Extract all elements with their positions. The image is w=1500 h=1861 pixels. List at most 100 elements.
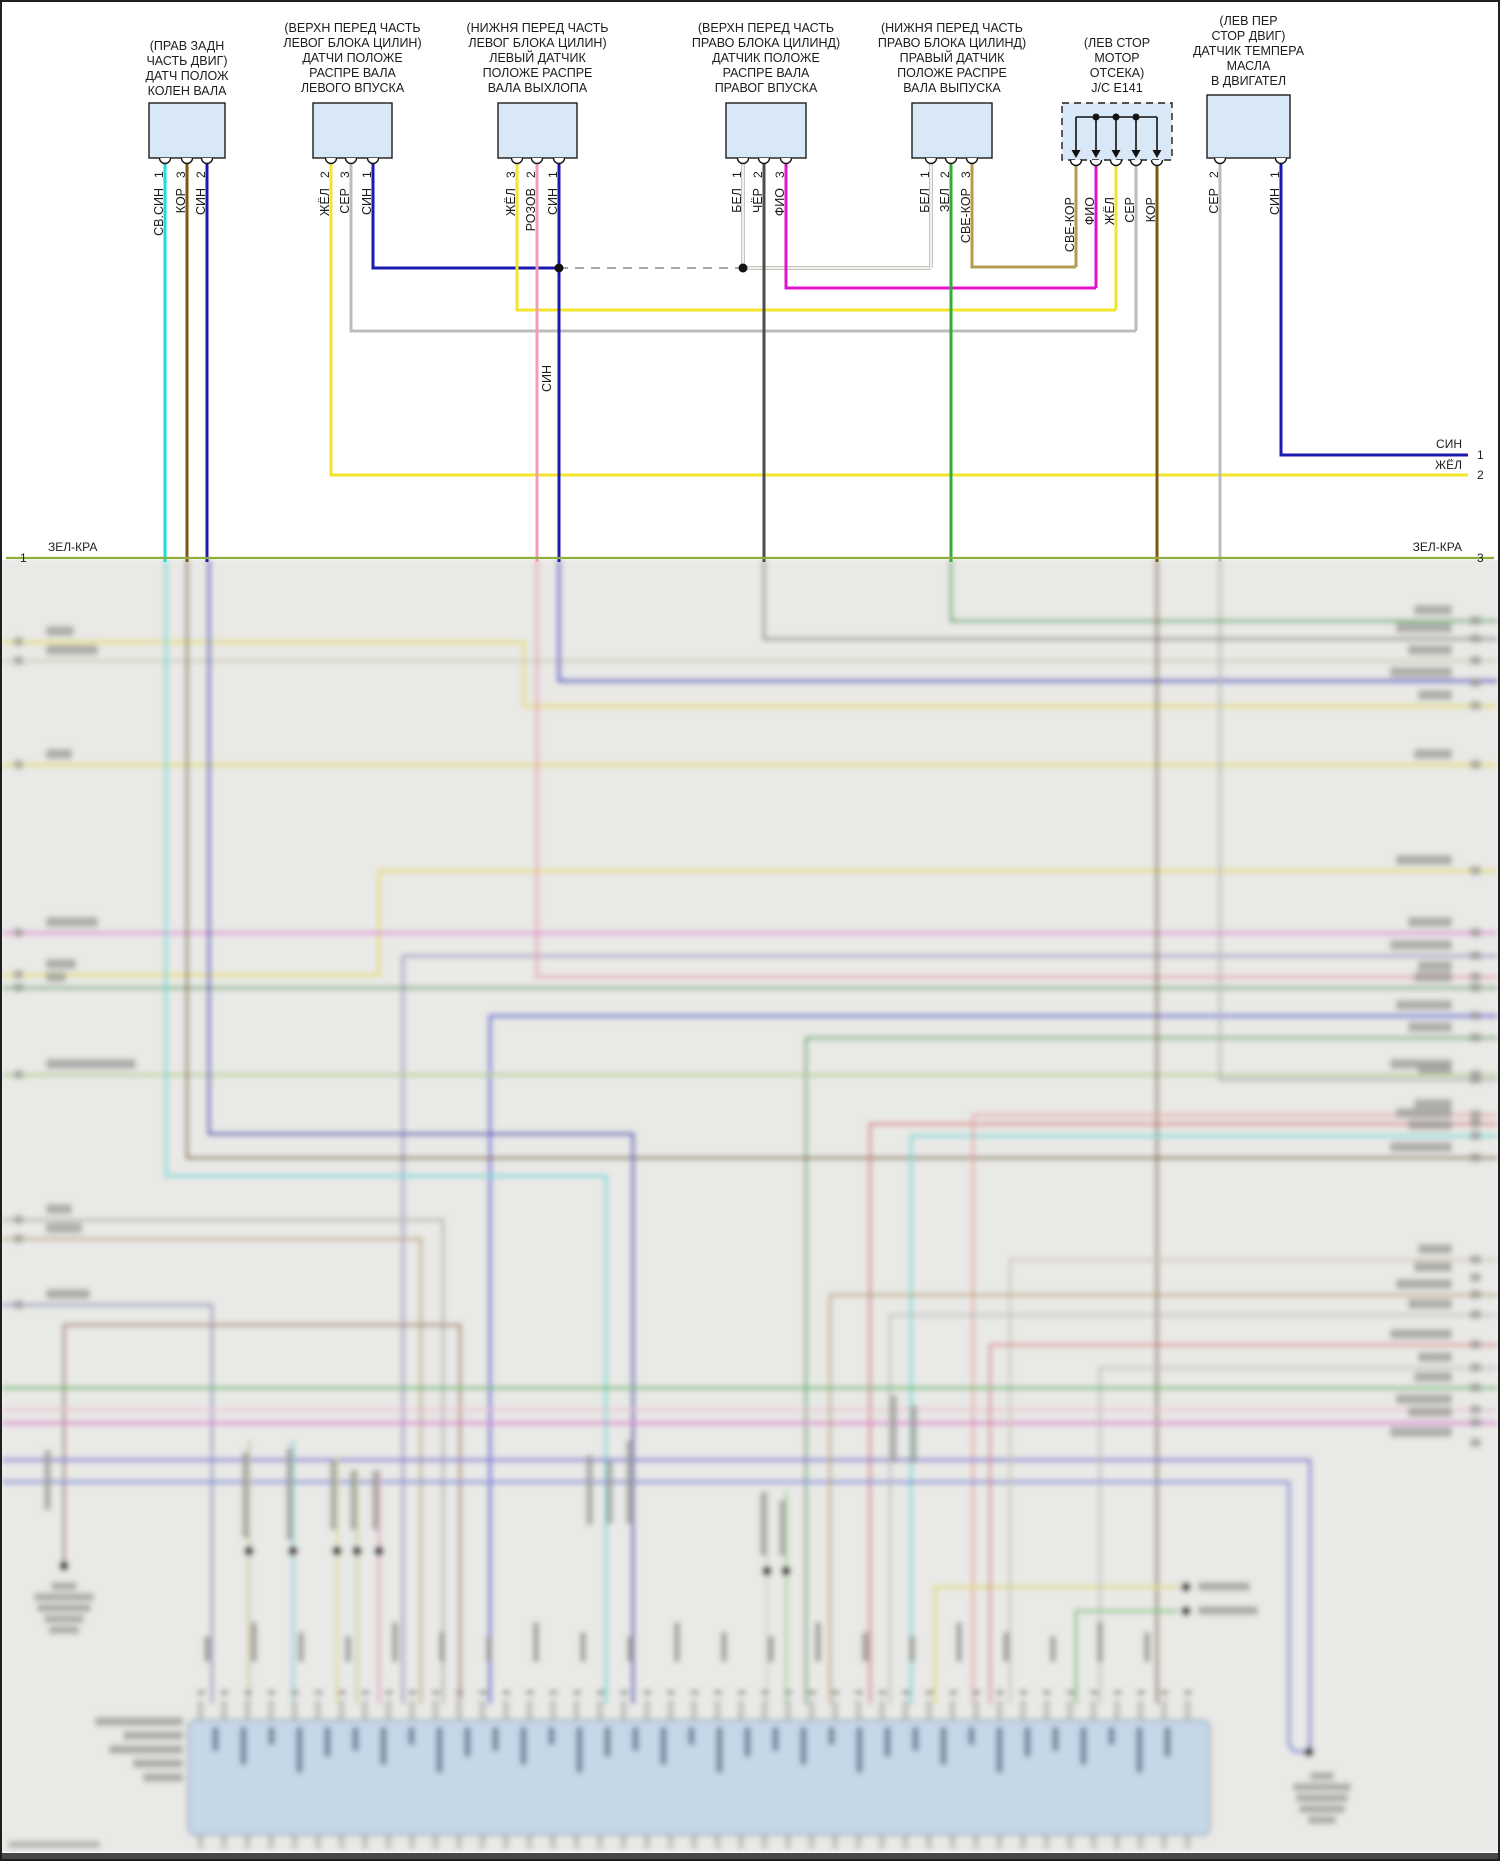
ecu-pin-stub [597, 1835, 603, 1849]
wire-pin-number: 1 [546, 171, 560, 178]
wire-color-label: ФИО [773, 188, 787, 216]
blurred-text-smudge [1408, 1120, 1452, 1130]
blurred-text-smudge [884, 1727, 891, 1757]
blurred-text-smudge [520, 1727, 527, 1765]
edge-wire-label: ЗЕЛ-КРА [48, 540, 97, 554]
blurred-text-smudge [37, 1604, 91, 1612]
connector-label-line: ДАТЧИК ПОЛОЖЕ [712, 51, 820, 65]
connector-label-line: ЛЕВОГ БЛОКА ЦИЛИН) [283, 36, 421, 50]
blurred-text-smudge [1414, 1099, 1452, 1109]
connector-label-line: (ЛЕВ СТОР [1084, 36, 1150, 50]
connector-label-line: ПРАВО БЛОКА ЦИЛИНД) [878, 36, 1026, 50]
wire-color-label: ЗЕЛ [938, 188, 952, 212]
blurred-text-smudge [1470, 1340, 1481, 1349]
ecu-pin-stub [1043, 1835, 1050, 1849]
splice-dot [244, 1546, 254, 1556]
blurred-text-smudge [1310, 1772, 1334, 1780]
ecu-pin-stub [832, 1835, 838, 1849]
blurred-text-smudge [1390, 1329, 1452, 1339]
wire [401, 954, 1498, 1704]
blurred-text-smudge [1470, 1383, 1481, 1392]
blurred-text-smudge [760, 1492, 767, 1556]
blurred-text-smudge [721, 1632, 727, 1662]
ecu-pin-stub [808, 1835, 815, 1849]
splice-dot [781, 1566, 791, 1576]
edge-pin-number: 3 [1477, 551, 1484, 565]
wire [2, 640, 1498, 708]
blurred-text-smudge [14, 760, 23, 769]
blurred-text-smudge [244, 1690, 252, 1695]
ecu-pin-stub [456, 1835, 462, 1849]
connector-pin-notch [1213, 157, 1227, 165]
connector-label-line: (ВЕРХН ПЕРЕД ЧАСТЬ [284, 21, 420, 35]
blurred-text-smudge [95, 1717, 183, 1726]
wire-pin-number: 2 [318, 171, 332, 178]
blurred-text-smudge [1414, 972, 1452, 982]
wire [784, 158, 1096, 290]
blurred-text-smudge [949, 1690, 957, 1695]
blurred-text-smudge [784, 1690, 793, 1695]
blurred-text-smudge [46, 1204, 72, 1214]
blur-grey-overlay [2, 560, 1498, 1852]
wire [762, 560, 1498, 641]
blurred-text-smudge [996, 1690, 1004, 1695]
blurred-text-smudge [314, 1690, 323, 1695]
blurred-text-smudge [123, 1731, 183, 1740]
blurred-text-smudge [439, 1632, 445, 1662]
connector-pin-notch [552, 157, 566, 165]
blurred-text-smudge [133, 1759, 183, 1768]
ecu-pin-stub [1137, 1835, 1144, 1849]
ecu-pin-stub [479, 1835, 486, 1849]
connector-pin-notch [944, 157, 958, 165]
splice-dot [762, 1566, 772, 1576]
ecu-pin-stub [879, 1835, 885, 1849]
connector-pin-notch [1274, 157, 1288, 165]
blurred-text-smudge [1066, 1690, 1075, 1695]
connector-label-line: (ЛЕВ ПЕР [1219, 14, 1277, 28]
wire [488, 1014, 1498, 1704]
blurred-text-smudge [1003, 1632, 1009, 1662]
ecu-pin-stub [973, 1835, 979, 1849]
ecu-pin-stub [949, 1835, 956, 1849]
connector-label-line: ПРАВОГ ВПУСКА [715, 81, 818, 95]
blurred-text-smudge [268, 1727, 275, 1745]
ecu-pin-stub [315, 1835, 321, 1849]
blurred-text-smudge [526, 1690, 534, 1695]
blurred-text-smudge [1408, 917, 1452, 927]
wire-color-label: СВ.СИН [152, 188, 166, 236]
wire-pin-number: 2 [751, 171, 765, 178]
blurred-text-smudge [1470, 928, 1481, 937]
wire [970, 158, 1076, 269]
connector-label-line: КОЛЕН ВАЛА [148, 84, 228, 98]
connector-label-line: ЧАСТЬ ДВИГ) [146, 54, 227, 68]
blurred-text-smudge [251, 1622, 257, 1662]
ecu-pin-stub [855, 1835, 862, 1849]
blurred-text-smudge [46, 749, 72, 759]
wire [988, 1343, 1498, 1704]
ecu-pin-stub [432, 1835, 439, 1849]
splice-dot [332, 1546, 342, 1556]
connector-pin-notch [530, 157, 544, 165]
blurred-text-smudge [910, 1405, 917, 1463]
blurred-text-smudge [14, 1300, 23, 1309]
connector-pin-notch [757, 157, 771, 165]
edge-wire-label: СИН [1436, 437, 1462, 451]
blurred-text-smudge [1052, 1727, 1059, 1751]
blurred-text-smudge [761, 1690, 769, 1695]
blurred-text-smudge [46, 645, 98, 655]
blurred-text-smudge [1408, 1407, 1452, 1417]
blurred-text-smudge [1470, 1011, 1481, 1020]
blurred-text-smudge [1164, 1727, 1171, 1757]
blurred-text-smudge [968, 1727, 975, 1745]
blurred-text-smudge [548, 1727, 555, 1745]
connector-body [497, 102, 578, 159]
wire-color-label: БЕЛ [918, 188, 932, 213]
wire-pin-number: 3 [773, 171, 787, 178]
wire [949, 560, 1498, 623]
connector-label-line: J/C E141 [1091, 81, 1142, 95]
blurred-text-smudge [492, 1727, 499, 1751]
wire [2, 1303, 214, 1704]
